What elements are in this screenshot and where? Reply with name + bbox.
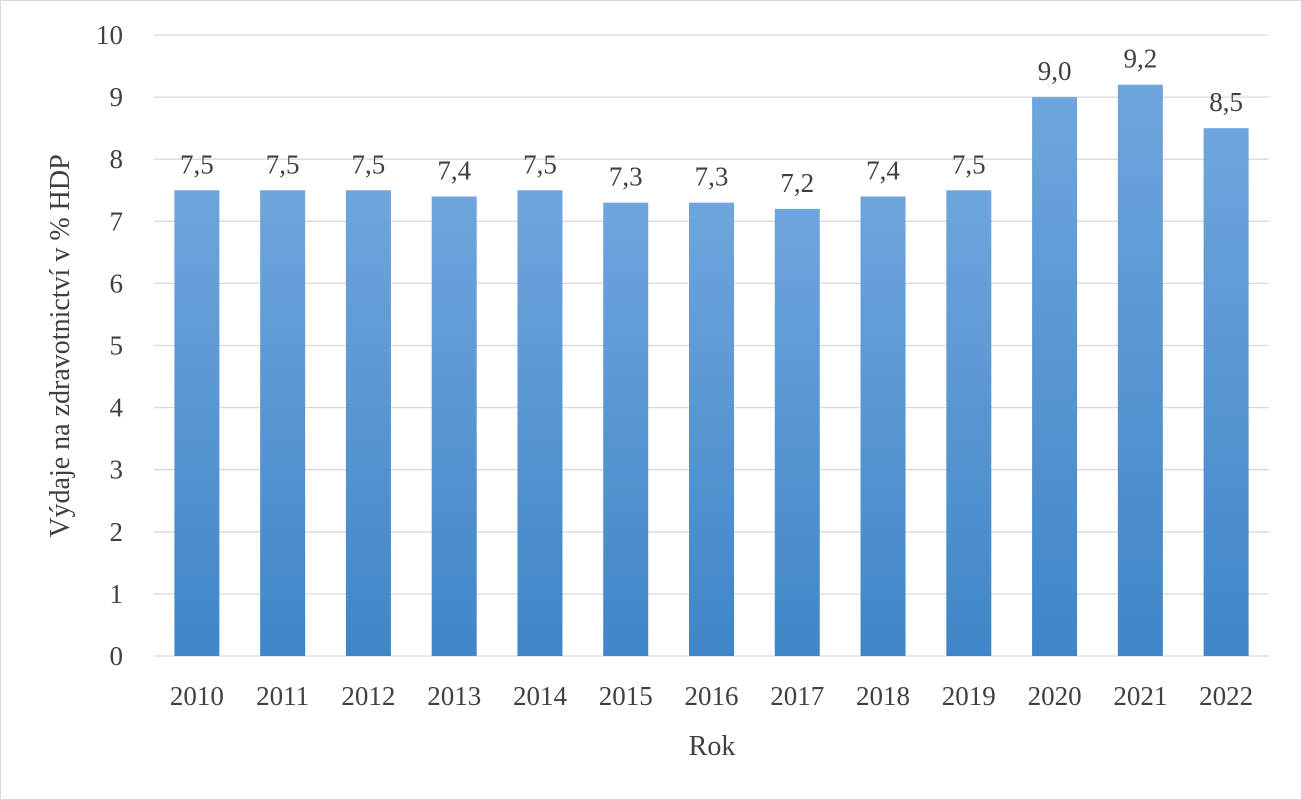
bar-2020: [1032, 97, 1078, 657]
data-label-2013: 7,4: [437, 155, 471, 185]
x-tick-label: 2019: [942, 681, 996, 711]
bar-2019: [946, 190, 992, 656]
x-tick-label: 2021: [1113, 681, 1167, 711]
y-tick-label: 8: [110, 144, 124, 174]
x-axis-ticks: 2010 2011 2012 2013 2014 2015 2016 2017 2018 2019…: [170, 681, 1253, 711]
x-tick-label: 2010: [170, 681, 224, 711]
data-label-2017: 7,2: [780, 168, 814, 198]
y-tick-label: 6: [110, 268, 124, 298]
y-tick-label: 10: [96, 20, 123, 50]
y-axis-title: Výdaje na zdravotnictví v % HDP: [45, 154, 76, 537]
data-label-2014: 7,5: [523, 149, 557, 179]
data-label-2012: 7,5: [352, 149, 386, 179]
x-tick-label: 2011: [256, 681, 309, 711]
x-tick-label: 2017: [770, 681, 824, 711]
x-tick-label: 2013: [427, 681, 481, 711]
data-label-2020: 9,0: [1038, 56, 1072, 86]
bar-2014: [517, 190, 563, 656]
bars: [174, 84, 1249, 657]
x-tick-label: 2022: [1199, 681, 1253, 711]
bar-2015: [603, 202, 649, 657]
x-tick-label: 2020: [1028, 681, 1082, 711]
bar-2017: [774, 208, 820, 656]
x-axis-title: Rok: [689, 731, 736, 762]
y-tick-label: 1: [110, 579, 124, 609]
y-tick-label: 4: [110, 393, 124, 423]
bar-2010: [174, 190, 220, 656]
y-tick-label: 7: [110, 206, 124, 236]
data-label-2010: 7,5: [180, 149, 214, 179]
bar-2011: [260, 190, 306, 656]
data-label-2021: 9,2: [1123, 44, 1157, 74]
data-label-2015: 7,3: [609, 162, 643, 192]
x-tick-label: 2012: [341, 681, 395, 711]
bar-2021: [1117, 84, 1163, 657]
data-label-2019: 7,5: [952, 149, 986, 179]
data-label-2011: 7,5: [266, 149, 300, 179]
x-tick-label: 2018: [856, 681, 910, 711]
y-tick-label: 0: [110, 641, 124, 671]
data-label-2022: 8,5: [1209, 87, 1243, 117]
data-label-2016: 7,3: [695, 162, 729, 192]
x-tick-label: 2016: [685, 681, 739, 711]
x-tick-label: 2014: [513, 681, 568, 711]
y-tick-label: 3: [110, 455, 124, 485]
bar-2013: [431, 196, 477, 656]
bar-2012: [345, 190, 391, 656]
x-tick-label: 2015: [599, 681, 653, 711]
bar-2016: [689, 202, 734, 657]
bar-2022: [1203, 128, 1249, 656]
y-tick-label: 2: [110, 517, 124, 547]
data-labels: 7,5 7,5 7,5 7,4 7,5 7,3 7,3 7,2 7,4 7,5 9,0 9,2 8,5: [180, 44, 1243, 198]
y-axis-ticks: 0 1 2 3 4 5 6 7 8 9 10: [96, 20, 124, 671]
bar-2018: [860, 196, 906, 656]
data-label-2018: 7,4: [866, 155, 900, 185]
y-tick-label: 5: [110, 331, 124, 361]
y-tick-label: 9: [110, 82, 124, 112]
